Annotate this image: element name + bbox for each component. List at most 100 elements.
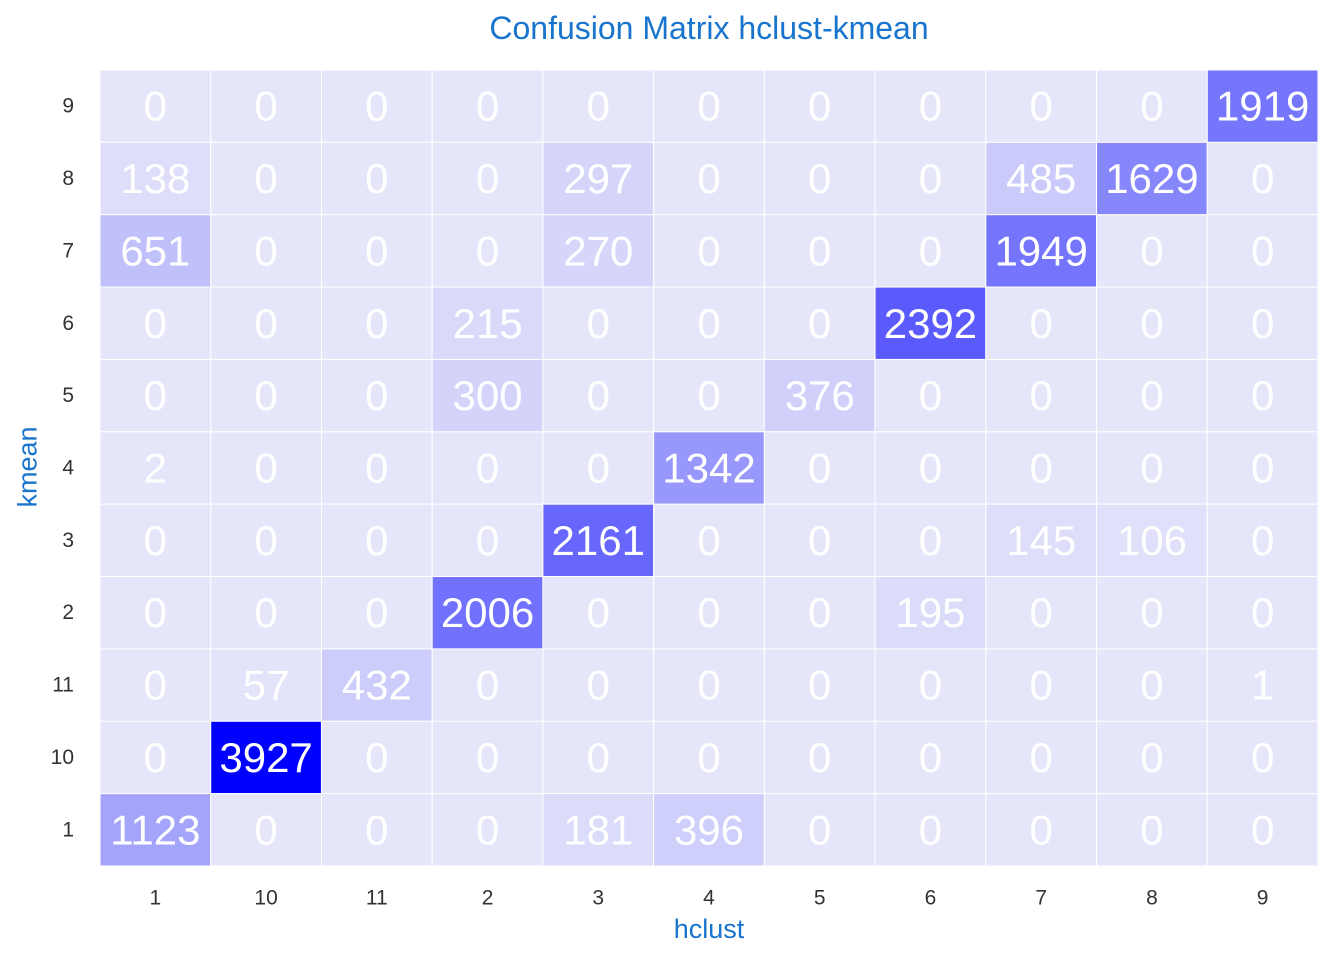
heatmap-cell [874, 648, 987, 722]
heatmap-cell [874, 358, 987, 433]
cell-value-label: 0 [476, 155, 499, 202]
x-tick-label: 6 [925, 887, 937, 910]
heatmap-cell [653, 141, 765, 216]
heatmap-cell [763, 69, 876, 143]
x-tick-label: 11 [366, 887, 388, 910]
cell-value-label: 2 [144, 445, 167, 492]
cell-value-label: 0 [1030, 734, 1053, 781]
cell-value-label: 0 [808, 806, 831, 853]
heatmap-cell [763, 141, 876, 216]
heatmap-cells [99, 69, 1319, 867]
heatmap-cell [653, 358, 765, 433]
y-tick-label: 5 [62, 384, 74, 407]
cell-value-label: 181 [563, 806, 633, 853]
heatmap-cell [763, 431, 876, 505]
y-tick-label: 9 [62, 95, 74, 118]
heatmap-cell [763, 214, 876, 288]
cell-value-label: 0 [697, 734, 720, 781]
heatmap-cell [874, 503, 987, 578]
cell-value-label: 0 [587, 83, 610, 130]
heatmap-cell [1096, 648, 1208, 722]
cell-value-label: 0 [697, 517, 720, 564]
cell-value-label: 0 [254, 300, 277, 347]
cell-value-label: 0 [254, 445, 277, 492]
x-axis-title: hclust [673, 914, 745, 944]
cell-value-label: 0 [1140, 445, 1163, 492]
heatmap-cell [99, 720, 212, 795]
heatmap-cell [874, 69, 987, 143]
cell-value-label: 0 [254, 517, 277, 564]
heatmap-cell [542, 286, 655, 360]
heatmap-cell [763, 793, 876, 867]
heatmap-cell [1096, 576, 1208, 650]
cell-value-label: 0 [587, 445, 610, 492]
heatmap-cell [874, 286, 987, 360]
cell-value-label: 0 [808, 83, 831, 130]
x-tick-label: 4 [703, 887, 715, 910]
heatmap-cell [985, 793, 1098, 867]
chart-title: Confusion Matrix hclust-kmean [489, 10, 929, 46]
heatmap-cell [1206, 214, 1319, 288]
cell-value-label: 0 [1251, 227, 1274, 274]
y-tick-label: 2 [62, 601, 74, 624]
cell-value-label: 0 [1030, 662, 1053, 709]
heatmap-cell [763, 358, 876, 433]
x-tick-label: 5 [814, 887, 826, 910]
cell-value-label: 0 [365, 445, 388, 492]
cell-value-label: 138 [120, 155, 190, 202]
cell-value-label: 0 [1140, 227, 1163, 274]
cell-value-label: 0 [1140, 734, 1163, 781]
heatmap-cell [542, 576, 655, 650]
cell-value-label: 215 [453, 300, 523, 347]
cell-value-label: 106 [1117, 517, 1187, 564]
heatmap-cell [1206, 286, 1319, 360]
cell-value-label: 0 [476, 227, 499, 274]
heatmap-cell [1206, 793, 1319, 867]
cell-value-label: 0 [587, 372, 610, 419]
cell-value-label: 0 [1030, 83, 1053, 130]
heatmap-cell [210, 720, 322, 795]
y-tick-label: 7 [62, 239, 74, 262]
heatmap-cell [1096, 69, 1208, 143]
cell-value-label: 3927 [219, 734, 312, 781]
heatmap-cell [320, 793, 433, 867]
cell-value-label: 0 [1140, 662, 1163, 709]
cell-value-label: 0 [476, 734, 499, 781]
x-tick-label: 1 [150, 887, 162, 910]
heatmap-cell [1206, 648, 1319, 722]
cell-value-label: 0 [254, 372, 277, 419]
cell-value-label: 297 [563, 155, 633, 202]
cell-value-label: 396 [674, 806, 744, 853]
heatmap-cell [985, 69, 1098, 143]
cell-value-label: 0 [1251, 806, 1274, 853]
x-tick-label: 7 [1035, 887, 1047, 910]
heatmap-cell [431, 214, 544, 288]
heatmap-cell [320, 214, 433, 288]
heatmap-cell [542, 141, 655, 216]
heatmap-cell [985, 286, 1098, 360]
cell-value-label: 0 [476, 662, 499, 709]
heatmap-cell [1096, 286, 1208, 360]
cell-value-label: 0 [919, 517, 942, 564]
cell-value-label: 485 [1006, 155, 1076, 202]
cell-value-label: 0 [1140, 589, 1163, 636]
heatmap-cell [763, 503, 876, 578]
cell-value-label: 0 [808, 300, 831, 347]
heatmap-cell [99, 648, 212, 722]
cell-value-label: 0 [365, 589, 388, 636]
x-tick-label: 9 [1257, 887, 1269, 910]
cell-value-label: 0 [587, 734, 610, 781]
cell-value-label: 0 [1140, 83, 1163, 130]
cell-value-label: 145 [1006, 517, 1076, 564]
heatmap-cell [1096, 503, 1208, 578]
cell-value-label: 0 [919, 445, 942, 492]
cell-value-label: 2006 [441, 589, 534, 636]
heatmap-cell [99, 141, 212, 216]
y-axis-title: kmean [12, 426, 43, 508]
cell-value-label: 0 [808, 227, 831, 274]
heatmap-cell [1096, 793, 1208, 867]
cell-value-label: 0 [697, 662, 720, 709]
heatmap-cell [210, 576, 322, 650]
heatmap-cell [320, 431, 433, 505]
y-axis-ticks: 9 8 7 6 5 4 3 2 11 10 1 [51, 95, 75, 842]
